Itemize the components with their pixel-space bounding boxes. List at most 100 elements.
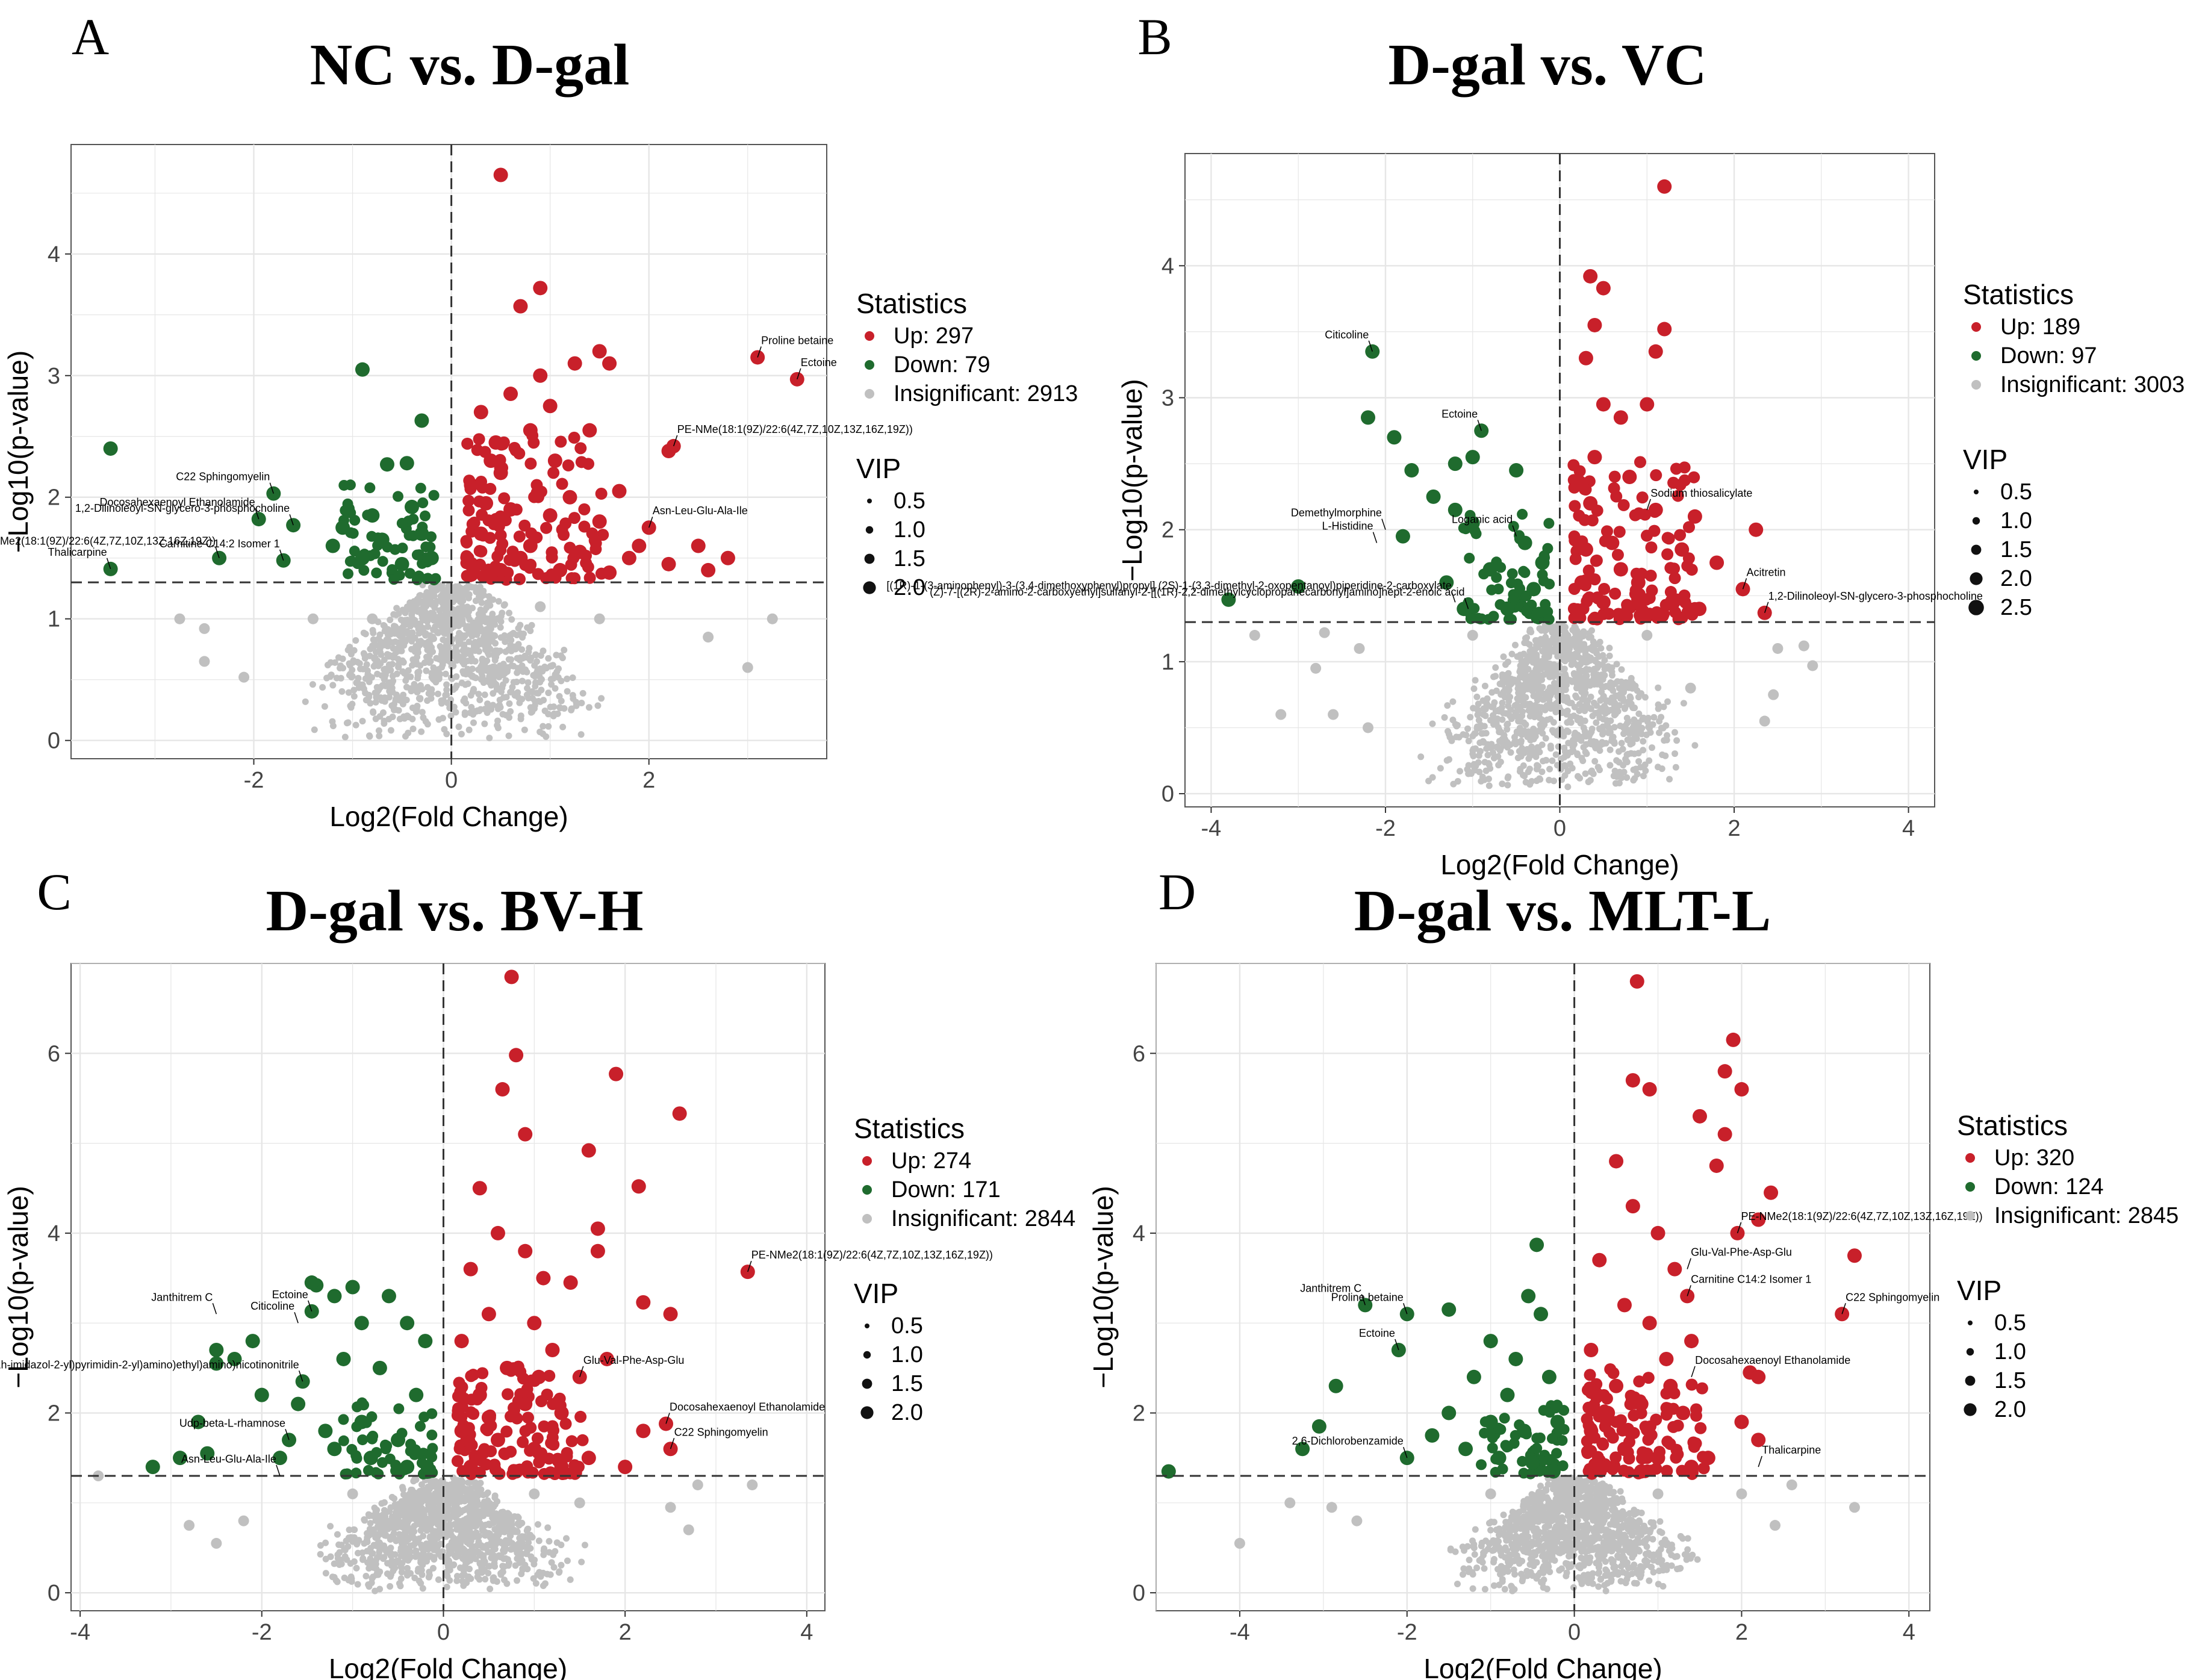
point-insignificant (1587, 633, 1594, 641)
point-insignificant (1646, 757, 1653, 764)
point-insignificant (1517, 653, 1524, 660)
point-up (1687, 509, 1702, 524)
point-down (400, 1460, 415, 1475)
point-insignificant (556, 704, 563, 711)
annotation-leader (1512, 525, 1517, 537)
annotation-label: C22 Sphingomyelin (176, 471, 270, 483)
point-insignificant (399, 658, 406, 665)
point-insignificant (334, 1555, 341, 1562)
legend-label-insig: Insignificant: 2844 (891, 1206, 1075, 1231)
point-down (335, 520, 350, 535)
point-insignificant (1807, 660, 1818, 671)
point-insignificant (1625, 700, 1632, 708)
point-up (1622, 470, 1637, 485)
point-insignificant (1570, 741, 1578, 748)
point-insignificant (484, 700, 491, 708)
point-insignificant (490, 596, 497, 603)
point-up (567, 356, 582, 371)
point-insignificant (1618, 739, 1625, 747)
point-insignificant (353, 679, 360, 686)
point-insignificant (1517, 726, 1524, 733)
point-down (295, 1374, 310, 1389)
point-insignificant (491, 1492, 499, 1499)
point-insignificant (1523, 667, 1530, 674)
point-up (495, 1082, 510, 1097)
point-insignificant (401, 1529, 408, 1537)
point-up (1648, 524, 1661, 537)
point-up (1632, 507, 1645, 520)
point-insignificant (393, 605, 400, 612)
point-up (1596, 397, 1611, 412)
point-insignificant (1587, 705, 1594, 712)
point-insignificant (1522, 635, 1529, 642)
vip-label: 1.5 (891, 1371, 923, 1396)
point-insignificant (1627, 695, 1634, 702)
point-insignificant (508, 1526, 515, 1534)
point-insignificant (1501, 736, 1508, 743)
point-insignificant (1629, 1570, 1636, 1578)
point-insignificant (400, 642, 408, 649)
point-insignificant (475, 691, 482, 698)
legend-marker-insig (865, 389, 874, 399)
point-insignificant (1602, 705, 1609, 712)
point-insignificant (439, 715, 446, 722)
annotation-label: Docosahexaenoyl Ethanolamide (100, 496, 255, 508)
point-insignificant (1574, 636, 1581, 644)
annotation-label: Janthitrem C (151, 1291, 213, 1303)
point-insignificant (369, 1512, 376, 1519)
point-insignificant (409, 725, 417, 732)
point-insignificant (466, 616, 473, 623)
point-insignificant (1655, 701, 1662, 708)
point-insignificant (1593, 647, 1600, 655)
point-insignificant (502, 638, 509, 646)
point-insignificant (460, 1507, 467, 1514)
point-insignificant (403, 696, 410, 703)
point-up (500, 1360, 515, 1375)
point-down (1533, 606, 1544, 618)
point-insignificant (1562, 686, 1569, 693)
point-insignificant (559, 723, 567, 730)
point-insignificant (546, 1549, 553, 1556)
point-insignificant (459, 1545, 467, 1552)
point-down (1426, 489, 1441, 504)
point-insignificant (391, 1495, 398, 1502)
point-up (1685, 564, 1698, 576)
point-insignificant (1567, 760, 1574, 767)
point-up (1661, 532, 1674, 544)
panel-letter: C (37, 863, 71, 921)
point-up (555, 435, 567, 448)
point-insignificant (421, 1516, 429, 1523)
point-insignificant (364, 1559, 371, 1566)
point-down (363, 1451, 378, 1466)
point-insignificant (480, 1560, 487, 1567)
point-insignificant (470, 1490, 477, 1497)
vip-marker (863, 1351, 871, 1359)
point-insignificant (515, 694, 522, 701)
annotation-label: PE-NMe(18:1(9Z)/22:6(4Z,7Z,10Z,13Z,16Z,1… (677, 423, 913, 435)
point-up (452, 1390, 464, 1402)
point-insignificant (382, 665, 389, 673)
point-insignificant (485, 1563, 493, 1570)
point-insignificant (1604, 720, 1611, 727)
point-insignificant (1613, 661, 1620, 668)
point-insignificant (372, 1534, 379, 1541)
annotation-label: C22 Sphingomyelin (674, 1426, 768, 1438)
point-insignificant (415, 1535, 423, 1542)
point-insignificant (1618, 774, 1625, 782)
point-insignificant (1611, 740, 1618, 747)
point-insignificant (476, 1532, 483, 1540)
point-insignificant (1582, 770, 1589, 777)
point-insignificant (1559, 621, 1566, 629)
point-insignificant (472, 597, 479, 605)
point-up (484, 453, 499, 468)
point-insignificant (1470, 685, 1478, 692)
point-up (1608, 470, 1621, 483)
point-insignificant (471, 1517, 478, 1525)
point-insignificant (502, 1541, 509, 1548)
point-insignificant (329, 718, 336, 725)
point-insignificant (1564, 783, 1572, 791)
point-down (391, 1433, 406, 1448)
point-insignificant (302, 698, 309, 705)
point-insignificant (1613, 757, 1620, 764)
